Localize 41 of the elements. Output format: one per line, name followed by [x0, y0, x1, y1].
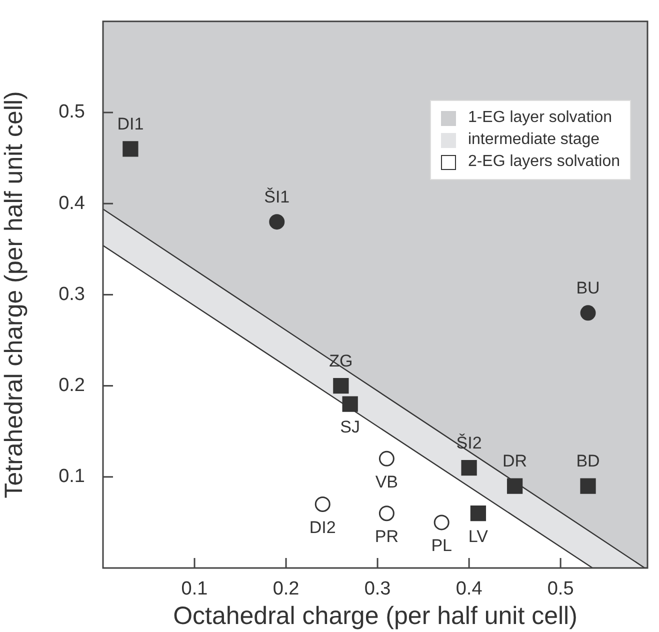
x-tick-label: 0.2: [272, 578, 300, 600]
annotation: ZG: [329, 351, 353, 370]
x-tick-label: 0.1: [181, 578, 208, 600]
point: [470, 506, 486, 522]
annotation: DR: [502, 452, 528, 471]
annotation: LV: [468, 527, 489, 546]
legend-label: 2-EG layers solvation: [468, 152, 620, 172]
point: [378, 506, 394, 522]
y-tick-label: 0.3: [58, 284, 85, 305]
point: [506, 478, 523, 494]
annotation: DI1: [117, 114, 144, 134]
x-tick-label: 0.5: [547, 578, 574, 600]
point: [314, 496, 330, 512]
legend-label: intermediate stage: [468, 130, 600, 150]
annotation: BU: [576, 278, 600, 298]
y-axis-title: Tetrahedral charge (per half unit cell): [0, 91, 28, 498]
point: [269, 214, 285, 230]
annotation: SJ: [340, 418, 360, 437]
point: [461, 460, 477, 476]
point: [378, 450, 394, 466]
y-tick-label: 0.4: [58, 192, 86, 214]
annotation: ŠI1: [264, 188, 290, 207]
x-tick-label: 0.4: [456, 578, 483, 600]
annotation: PR: [374, 527, 398, 546]
point: [342, 396, 358, 412]
y-tick-label: 0.2: [58, 375, 85, 396]
annotation: PL: [431, 536, 452, 556]
point: [434, 514, 450, 530]
x-axis-title: Octahedral charge (per half unit cell): [173, 602, 578, 630]
annotation: ŠI2: [456, 433, 482, 452]
point: [580, 478, 596, 494]
annotation: BD: [576, 452, 600, 471]
legend-label: 1-EG layer solvation: [468, 108, 612, 128]
point: [122, 141, 138, 157]
x-tick-label: 0.3: [364, 578, 391, 600]
y-tick-label: 0.1: [58, 466, 85, 488]
point: [333, 378, 349, 394]
y-tick-label: 0.5: [58, 102, 85, 123]
point: [580, 305, 596, 321]
annotation: DI2: [309, 518, 336, 537]
annotation: VB: [375, 472, 398, 492]
